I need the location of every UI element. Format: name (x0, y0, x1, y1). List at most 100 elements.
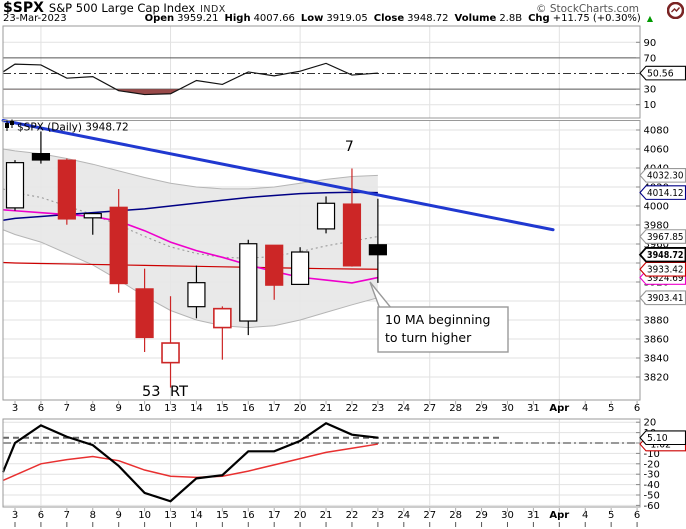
svg-text:21: 21 (320, 403, 333, 414)
svg-text:22: 22 (346, 510, 359, 521)
quote-volume: Volume 2.8B (454, 13, 523, 24)
svg-text:Apr: Apr (549, 403, 569, 414)
svg-text:29: 29 (475, 510, 488, 521)
svg-text:30: 30 (501, 510, 514, 521)
svg-text:16: 16 (242, 403, 255, 414)
candle-7 (57, 158, 76, 225)
svg-text:3967.85: 3967.85 (647, 232, 684, 243)
svg-text:30: 30 (644, 85, 657, 96)
svg-text:3860: 3860 (644, 335, 669, 346)
svg-text:-30: -30 (644, 470, 660, 481)
momentum-black-line (1, 421, 379, 503)
svg-text:29: 29 (475, 403, 488, 414)
svg-text:9: 9 (115, 510, 121, 521)
svg-text:3960: 3960 (644, 240, 669, 251)
svg-text:15: 15 (216, 403, 229, 414)
momentum-axis-labels: 20100-10-20-30-40-50-60-1.025.10 (639, 418, 686, 512)
svg-text:50.56: 50.56 (647, 68, 674, 79)
quote-close: Close 3948.72 (373, 13, 449, 24)
svg-text:5: 5 (608, 403, 614, 414)
svg-text:17: 17 (268, 510, 281, 521)
svg-text:5.10: 5.10 (647, 433, 668, 444)
candle-16 (239, 239, 258, 336)
stockcharts-copyright-link[interactable]: © StockCharts.com (536, 3, 639, 15)
svg-text:to turn higher: to turn higher (385, 330, 472, 345)
svg-text:4032.30: 4032.30 (647, 171, 684, 182)
long-ma-red-line (2, 261, 378, 270)
candlesticks (5, 131, 387, 388)
svg-text:27: 27 (423, 510, 436, 521)
svg-text:3840: 3840 (644, 354, 669, 365)
svg-text:9: 9 (115, 403, 121, 414)
svg-text:31: 31 (527, 510, 540, 521)
axis-price-tag: 50.56 (639, 65, 686, 81)
symbol: $SPX (3, 0, 44, 16)
momentum-panel (1, 418, 641, 508)
svg-text:4014.12: 4014.12 (647, 188, 684, 199)
svg-text:3933.42: 3933.42 (647, 265, 684, 276)
svg-text:-60: -60 (644, 501, 660, 512)
candle-15 (213, 306, 232, 360)
annotation-7: 7 (345, 139, 354, 155)
rsi-axis-labels: 907050301050.56 (639, 38, 686, 111)
svg-text:22: 22 (346, 403, 359, 414)
axis-price-tag: 5.10 (639, 430, 686, 446)
candle-8 (83, 212, 102, 235)
svg-text:31: 31 (527, 403, 540, 414)
stockcharts-logo-icon[interactable] (667, 2, 684, 19)
svg-text:6: 6 (634, 403, 640, 414)
svg-text:3924.69: 3924.69 (647, 273, 684, 284)
svg-text:30: 30 (501, 403, 514, 414)
axis-price-tag: 3933.42 (639, 261, 686, 277)
exchange-label: INDX (200, 4, 226, 15)
svg-text:10: 10 (644, 100, 657, 111)
candle-22 (342, 168, 362, 267)
svg-text:-50: -50 (644, 491, 660, 502)
svg-text:4000: 4000 (644, 202, 669, 213)
svg-text:7: 7 (64, 403, 70, 414)
svg-text:5: 5 (608, 510, 614, 521)
ma50-line (2, 191, 378, 221)
svg-text:4: 4 (582, 510, 588, 521)
svg-text:28: 28 (449, 510, 462, 521)
svg-text:14: 14 (190, 403, 203, 414)
x-axis-middle: 3 6 7 8 9 10 13 14 15 16 17 20 21 22 23 24 27 28 29 30 31 Apr… (12, 401, 640, 414)
candle-10 (135, 268, 154, 352)
downtrend-line-annotation (1, 119, 555, 232)
svg-text:90: 90 (644, 38, 657, 49)
ma20-dotted-line (2, 188, 378, 259)
chart-header-line2: 23-Mar-2023 Open 3959.21 High 4007.66 Low 3… (3, 13, 653, 24)
price-panel (1, 119, 641, 401)
ma10-line (2, 209, 379, 284)
svg-text:20: 20 (294, 403, 307, 414)
axis-price-tag: 4014.12 (639, 185, 686, 200)
svg-text:23: 23 (372, 510, 385, 521)
svg-text:70: 70 (644, 53, 657, 64)
svg-text:27: 27 (423, 403, 436, 414)
svg-text:17: 17 (268, 403, 281, 414)
callout-box (377, 306, 509, 353)
svg-text:4: 4 (582, 403, 588, 414)
svg-text:6: 6 (38, 403, 44, 414)
svg-text:-40: -40 (644, 480, 660, 491)
svg-text:14: 14 (190, 510, 203, 521)
svg-text:13: 13 (164, 510, 177, 521)
quote-change: Chg +11.75 (+0.30%) (528, 13, 641, 24)
x-axis-bottom: 3 6 7 8 9 10 13 14 15 16 17 20 21 22 23 24 27 28 29 30 31 Apr… (12, 508, 640, 521)
svg-text:24: 24 (397, 510, 410, 521)
svg-text:8: 8 (90, 510, 96, 521)
axis-price-tag: 4032.30 (639, 167, 686, 183)
svg-text:23: 23 (372, 403, 385, 414)
index-name: S&P 500 Large Cap Index (48, 1, 196, 15)
bollinger-band-area (3, 149, 378, 328)
svg-text:6: 6 (38, 510, 44, 521)
svg-text:-20: -20 (644, 459, 660, 470)
candle-20 (291, 247, 310, 286)
rsi-line (2, 62, 378, 96)
rsi-oversold-shading (3, 89, 378, 95)
axis-price-tag: 3948.72 (638, 247, 686, 263)
bottom-tick-row (14, 522, 638, 527)
chart-date: 23-Mar-2023 (3, 13, 67, 24)
